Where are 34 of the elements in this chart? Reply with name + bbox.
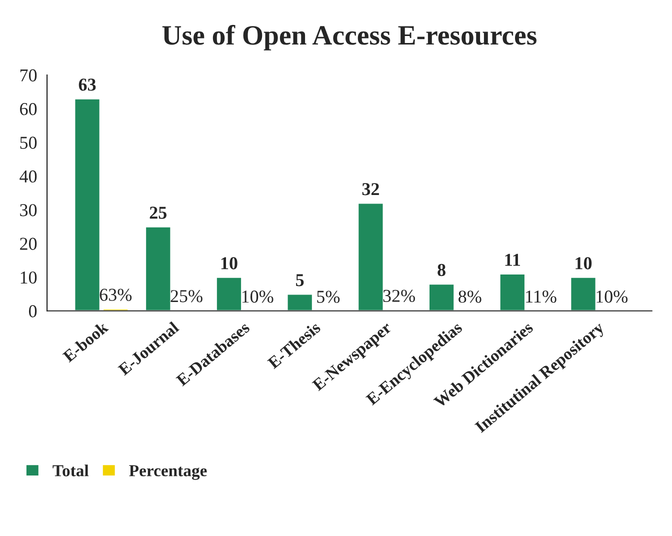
y-tick-label: 20 — [20, 238, 37, 250]
bar — [357, 202, 384, 311]
y-tick-label: 60 — [20, 102, 37, 116]
data-label: 10 — [221, 257, 238, 270]
bar — [498, 273, 526, 311]
data-label: 63 — [78, 78, 96, 91]
y-tick-label: 10 — [20, 271, 37, 284]
y-tick-label: 30 — [20, 204, 37, 216]
data-label: 63% — [100, 288, 132, 301]
data-label: 10% — [596, 290, 628, 303]
data-label: 10 — [576, 257, 592, 270]
bar — [570, 276, 597, 311]
y-tick-label: 0 — [28, 305, 37, 318]
data-label: 10% — [242, 290, 274, 303]
data-label: 5 — [296, 274, 304, 286]
data-label: 25% — [170, 290, 202, 302]
legend-label: Total — [52, 464, 89, 476]
y-tick-label: 40 — [20, 170, 37, 183]
data-label: 5% — [317, 290, 340, 303]
data-label: 32% — [383, 290, 415, 302]
data-label: 11 — [505, 254, 520, 266]
data-label: 25 — [150, 206, 167, 219]
data-label: 32 — [362, 183, 379, 196]
bar — [428, 283, 455, 311]
legend-label: Percentage — [129, 465, 207, 480]
bar — [144, 226, 172, 311]
bar — [216, 276, 242, 311]
chart-title: Use of Open Access E-resources — [162, 24, 536, 50]
y-tick-label: 70 — [20, 69, 37, 82]
data-label: 8 — [438, 264, 446, 276]
data-label: 8% — [458, 290, 482, 303]
y-tick-label: 50 — [20, 136, 37, 149]
data-label: 11% — [526, 290, 556, 303]
bar — [286, 293, 314, 311]
